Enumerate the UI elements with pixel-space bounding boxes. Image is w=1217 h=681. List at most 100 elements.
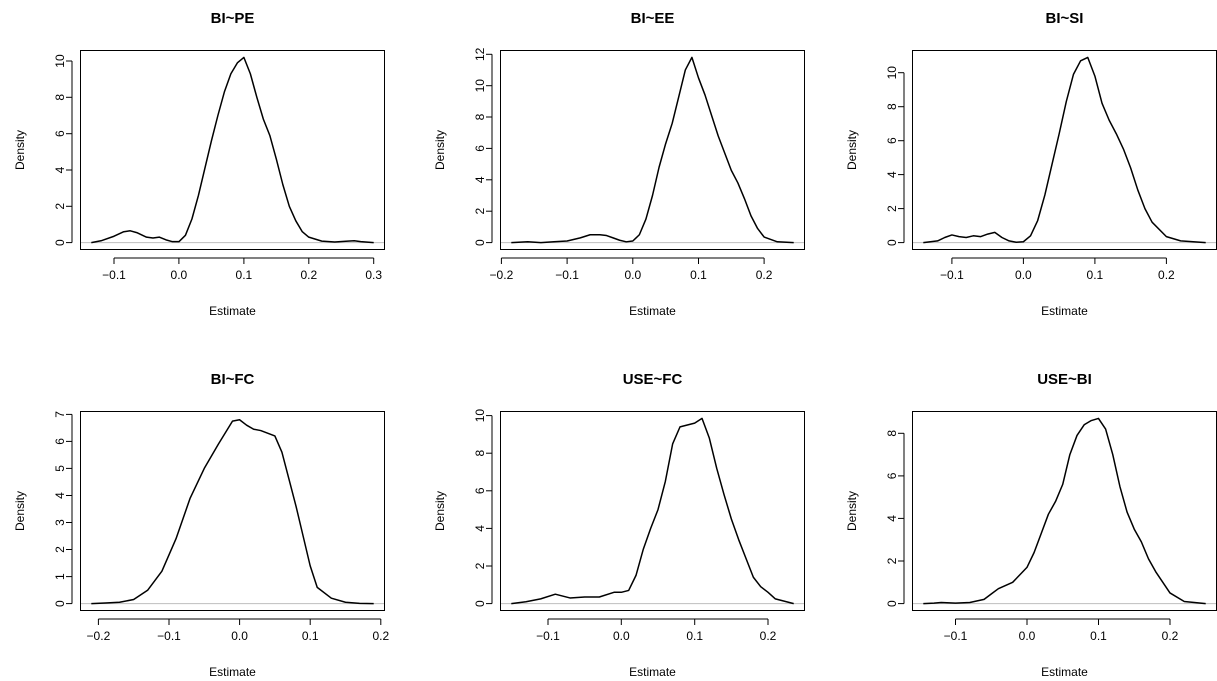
y-tick-label: 8 [473,113,487,120]
y-tick-label: 10 [53,54,67,68]
x-tick-label: 0.0 [613,629,630,643]
y-tick-label: 8 [885,430,899,437]
y-axis: 0 2 4 6 8 10 Density [13,54,73,246]
y-tick-label: 2 [473,208,487,215]
plot-title: USE~BI [1037,371,1092,388]
y-axis-label: Density [433,491,447,531]
y-axis-label: Density [13,491,27,531]
y-tick-label: 3 [53,519,67,526]
y-axis: 0 1 2 3 4 5 6 7 Density [13,411,73,607]
y-tick-label: 5 [53,465,67,472]
plot-frame [80,411,385,611]
y-tick-label: 6 [53,438,67,445]
plot-panel-5: USE~FC −0.1 0.0 0.1 0.2 Estimate 0 2 4 6 8 10 Densit… [433,371,805,679]
x-tick-label: 0.2 [372,629,389,643]
x-axis: −0.2 −0.1 0.0 0.1 0.2 Estimate [490,257,773,318]
plot-panel-2: BI~EE −0.2 −0.1 0.0 0.1 0.2 Estimate 0 2 4 6 8 10 12 D… [433,10,805,318]
x-tick-label: 0.0 [171,268,188,282]
y-tick-label: 1 [53,573,67,580]
y-axis-label: Density [845,491,859,531]
y-axis: 0 2 4 6 8 10 12 Density [433,47,493,246]
x-tick-label: 0.1 [236,268,253,282]
y-tick-label: 4 [885,171,899,178]
y-tick-label: 8 [885,103,899,110]
y-tick-label: 4 [473,525,487,532]
y-tick-label: 7 [53,411,67,418]
x-axis-label: Estimate [209,304,256,318]
x-axis: −0.1 0.0 0.1 0.2 0.3 Estimate [102,257,382,318]
x-tick-label: 0.0 [1015,268,1032,282]
x-axis-label: Estimate [629,304,676,318]
plot-panel-1: BI~PE −0.1 0.0 0.1 0.2 0.3 Estimate 0 2 4 6 8 10 Dens… [13,10,385,318]
y-tick-label: 2 [53,546,67,553]
y-tick-label: 2 [473,562,487,569]
y-tick-label: 6 [885,472,899,479]
y-axis-label: Density [13,130,27,170]
y-tick-label: 0 [885,239,899,246]
x-axis-label: Estimate [1041,665,1088,679]
x-tick-label: 0.2 [756,268,773,282]
x-axis: −0.1 0.0 0.1 0.2 Estimate [940,257,1175,318]
y-axis-label: Density [433,130,447,170]
plot-title: BI~FC [211,371,255,388]
density-curve [91,419,374,605]
y-tick-label: 2 [885,205,899,212]
plot-title: BI~EE [631,10,675,27]
y-axis: 0 2 4 6 8 Density [845,430,905,607]
y-tick-label: 10 [473,79,487,93]
plot-panel-4: BI~FC −0.2 −0.1 0.0 0.1 0.2 Estimate 0 1 2 3 4 5 6 7 De… [13,371,389,679]
plot-frame [500,411,805,611]
y-tick-label: 4 [53,166,67,173]
y-tick-label: 0 [885,600,899,607]
plot-title: BI~PE [211,10,255,27]
x-tick-label: 0.2 [760,629,777,643]
y-axis-label: Density [845,130,859,170]
y-tick-label: 0 [53,239,67,246]
x-tick-label: 0.0 [1019,629,1036,643]
density-curve [511,417,794,605]
y-tick-label: 6 [53,130,67,137]
x-tick-label: −0.1 [940,268,964,282]
x-tick-label: 0.1 [690,268,707,282]
x-tick-label: 0.2 [1162,629,1179,643]
y-axis: 0 2 4 6 8 10 Density [845,66,905,246]
plot-title: BI~SI [1046,10,1084,27]
x-tick-label: −0.2 [490,268,514,282]
x-tick-label: 0.0 [624,268,641,282]
x-axis: −0.2 −0.1 0.0 0.1 0.2 Estimate [87,618,389,679]
y-tick-label: 8 [473,450,487,457]
x-axis-label: Estimate [209,665,256,679]
y-tick-label: 6 [885,137,899,144]
x-axis-label: Estimate [1041,304,1088,318]
density-curve [91,56,374,244]
y-tick-label: 4 [473,176,487,183]
y-tick-label: 0 [473,239,487,246]
x-tick-label: −0.2 [87,629,111,643]
x-tick-label: 0.1 [686,629,703,643]
x-tick-label: 0.1 [1090,629,1107,643]
x-axis: −0.1 0.0 0.1 0.2 Estimate [944,618,1179,679]
x-tick-label: −0.1 [536,629,560,643]
x-tick-label: 0.2 [1158,268,1175,282]
plot-panel-6: USE~BI −0.1 0.0 0.1 0.2 Estimate 0 2 4 6 8 Density [845,371,1217,679]
y-tick-label: 8 [53,94,67,101]
y-tick-label: 10 [885,66,899,80]
x-tick-label: 0.2 [300,268,317,282]
y-tick-label: 4 [885,515,899,522]
x-tick-label: −0.1 [555,268,579,282]
x-tick-label: −0.1 [944,629,968,643]
x-tick-label: −0.1 [157,629,181,643]
plot-frame [80,50,385,250]
y-tick-label: 6 [473,145,487,152]
y-tick-label: 6 [473,487,487,494]
density-curve [511,56,794,244]
x-tick-label: −0.1 [102,268,126,282]
y-tick-label: 10 [473,409,487,423]
y-tick-label: 2 [53,203,67,210]
plot-frame [500,50,805,250]
y-tick-label: 0 [473,600,487,607]
y-axis: 0 2 4 6 8 10 Density [433,409,493,607]
plot-panel-3: BI~SI −0.1 0.0 0.1 0.2 Estimate 0 2 4 6 8 10 Density [845,10,1217,318]
